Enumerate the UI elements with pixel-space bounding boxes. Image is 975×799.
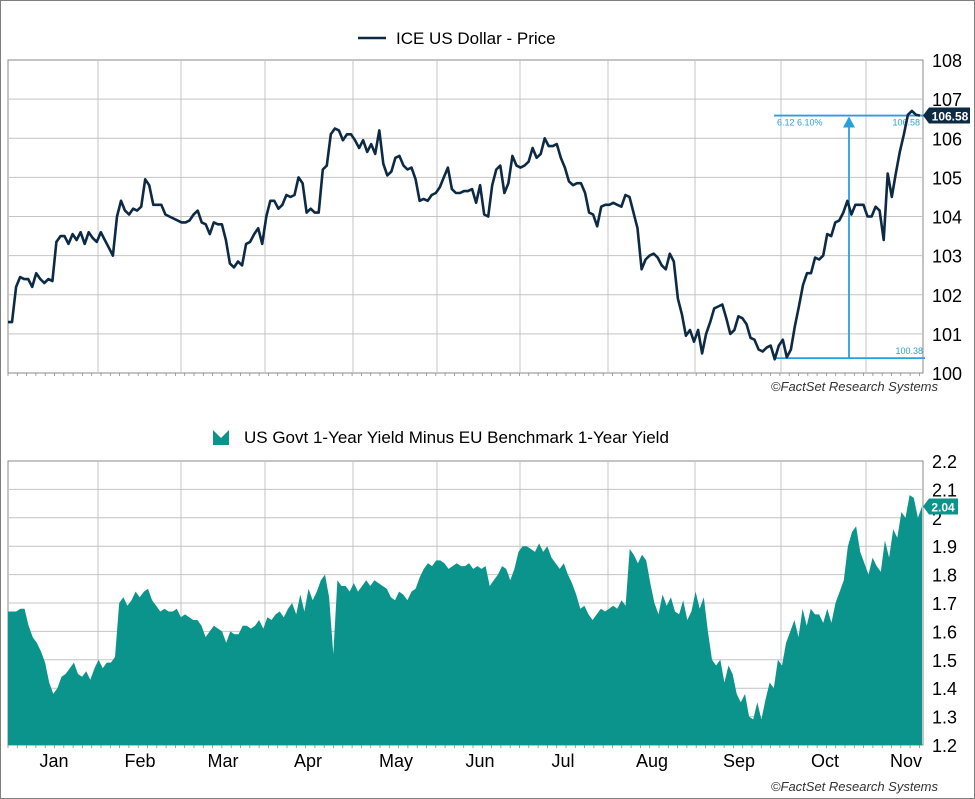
area-swatch-icon — [213, 430, 229, 445]
month-label: Nov — [890, 751, 922, 771]
price-line — [8, 109, 921, 361]
spread-y-tick-label: 1.6 — [932, 622, 957, 642]
price-y-tick-label: 105 — [932, 168, 962, 188]
month-label: Jul — [551, 751, 574, 771]
spread-y-tick-label: 2.2 — [932, 452, 957, 472]
price-series — [8, 109, 921, 361]
price-y-tick-label: 100 — [932, 364, 962, 384]
spread-badge-value: 2.04 — [931, 500, 955, 514]
spread-series — [8, 495, 922, 745]
spread-badge-shape — [923, 498, 958, 515]
copyright-top: ©FactSet Research Systems — [771, 379, 939, 394]
spread-y-tick-label: 1.2 — [932, 736, 957, 756]
spread-legend-label: US Govt 1-Year Yield Minus EU Benchmark … — [244, 428, 669, 447]
spread-panel: US Govt 1-Year Yield Minus EU Benchmark … — [7, 428, 958, 794]
price-panel: ICE US Dollar - Price 100 101 102 103 104 105… — [7, 29, 970, 394]
spread-y-tick-label: 1.5 — [932, 651, 957, 671]
spread-y-tick-label: 1.4 — [932, 679, 957, 699]
arrow-up-icon — [843, 116, 855, 128]
annotation-low-label: 100.38 — [895, 346, 923, 356]
copyright-bottom: ©FactSet Research Systems — [771, 779, 939, 794]
price-last-value-badge: 106.58 — [923, 107, 970, 124]
month-label: Jan — [39, 751, 68, 771]
price-badge-shape — [923, 107, 970, 124]
spread-y-tick-label: 1.7 — [932, 594, 957, 614]
spread-y-tick-label: 2 — [932, 509, 942, 529]
price-axis: 100 101 102 103 104 105 106 107 108 — [932, 51, 962, 384]
month-axis-labels: Jan Feb Mar Apr May Jun Jul Aug Sep Oct Nov — [39, 751, 922, 771]
price-y-tick-label: 101 — [932, 325, 962, 345]
annotation-change-label: 6.12 6.10% — [777, 118, 823, 128]
month-label: Mar — [208, 751, 239, 771]
price-y-tick-label: 107 — [932, 90, 962, 110]
price-y-tick-label: 102 — [932, 286, 962, 306]
price-y-tick-label: 108 — [932, 51, 962, 71]
spread-last-value-badge: 2.04 — [923, 498, 958, 515]
price-badge-value: 106.58 — [932, 110, 969, 124]
spread-y-tick-label: 1.8 — [932, 566, 957, 586]
price-legend-label: ICE US Dollar - Price — [396, 29, 556, 48]
spread-axis: 1.2 1.3 1.4 1.5 1.6 1.7 1.8 1.9 2 2.1 2.2 — [932, 452, 957, 756]
price-y-tick-label: 103 — [932, 247, 962, 267]
month-label: May — [379, 751, 413, 771]
month-label: Sep — [723, 751, 755, 771]
month-label: Feb — [124, 751, 155, 771]
month-label: Oct — [811, 751, 839, 771]
spread-y-tick-label: 1.9 — [932, 537, 957, 557]
price-y-tick-label: 104 — [932, 208, 962, 228]
spread-area — [8, 495, 922, 745]
spread-y-tick-label: 1.3 — [932, 708, 957, 728]
price-y-tick-label: 106 — [932, 129, 962, 149]
month-label: Apr — [294, 751, 322, 771]
price-gridlines — [7, 59, 924, 376]
spread-y-tick-label: 2.1 — [932, 480, 957, 500]
month-label: Jun — [465, 751, 494, 771]
month-label: Aug — [636, 751, 668, 771]
